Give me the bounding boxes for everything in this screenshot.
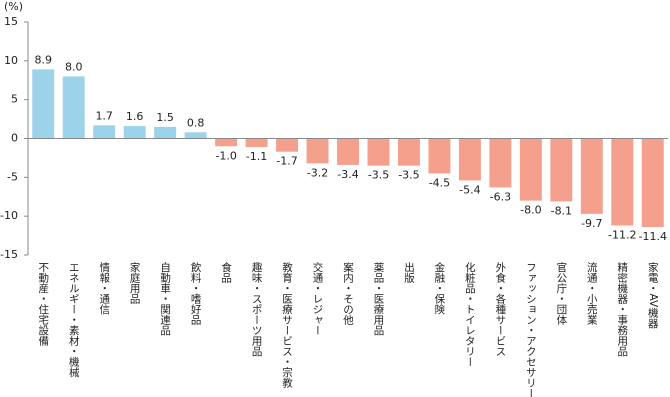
y-tick-label: 5 [11, 93, 18, 106]
value-label: -9.7 [581, 217, 602, 230]
value-label: -4.5 [429, 176, 450, 189]
value-label: 1.6 [126, 110, 144, 123]
value-label: -6.3 [490, 190, 511, 203]
bar [306, 138, 329, 164]
x-tick-label: 出版 [403, 261, 415, 284]
bar [367, 138, 390, 166]
value-label: -8.1 [551, 204, 572, 217]
bar [93, 125, 116, 139]
value-label: -8.0 [520, 204, 541, 217]
value-label: -3.5 [368, 169, 389, 182]
y-tick-label: 0 [11, 132, 18, 145]
x-tick-label: ファッション・アクセサリー [525, 262, 537, 397]
x-tick-label: エネルギー・素材・機械 [68, 262, 80, 378]
bar [276, 138, 299, 152]
x-tick-label: 飲料・嗜好品 [190, 261, 202, 326]
bar [337, 138, 359, 165]
x-tick-label: 情報・通信 [98, 261, 110, 315]
x-tick-label: 外食・各種サービス [494, 262, 506, 357]
value-label: -3.2 [307, 166, 328, 179]
value-label: -1.1 [246, 150, 267, 163]
value-label: -1.0 [215, 149, 236, 162]
bar [580, 138, 603, 214]
value-label: -5.4 [459, 183, 480, 196]
bar [245, 138, 268, 148]
value-label: -11.2 [608, 228, 636, 241]
bar [641, 138, 664, 228]
y-tick-label: -15 [0, 248, 18, 261]
y-axis-label: (%) [4, 0, 23, 13]
value-label: -11.4 [639, 230, 667, 243]
bar [550, 138, 573, 202]
value-label: -3.4 [337, 168, 358, 181]
value-label: 8.9 [34, 53, 52, 66]
x-tick-label: 交通・レジャー [312, 261, 324, 335]
x-tick-label: 化粧品・トイレタリー [464, 261, 476, 367]
value-label: 1.7 [95, 109, 113, 122]
bar [611, 138, 634, 226]
bar [154, 126, 177, 139]
bar [489, 138, 512, 188]
value-label: 8.0 [65, 60, 83, 73]
value-label: 1.5 [156, 111, 174, 124]
x-tick-label: 流通・小売業 [586, 261, 598, 326]
x-tick-label: 自動車・関連品 [159, 261, 171, 336]
x-tick-label: 官公庁・団体 [555, 261, 567, 326]
value-label: -1.7 [276, 155, 297, 168]
x-tick-label: 家電・AV機器 [647, 261, 659, 329]
y-tick-label: 10 [4, 54, 18, 67]
y-tick-label: 15 [4, 15, 18, 28]
bar [184, 132, 207, 139]
y-tick-label: -10 [0, 209, 18, 222]
x-tick-label: 趣味・スポーツ用品 [251, 261, 263, 357]
x-tick-label: 精密機器・事務用品 [616, 261, 628, 357]
value-label: -3.5 [398, 169, 419, 182]
bar [428, 138, 451, 174]
x-tick-label: 案内・その他 [342, 261, 354, 326]
value-label: 0.8 [187, 116, 205, 129]
x-tick-label: 家庭用品 [129, 261, 141, 305]
x-tick-label: 不動産・住宅設備 [37, 262, 49, 347]
bar [458, 138, 481, 181]
bar [123, 126, 146, 139]
bar [62, 76, 85, 139]
x-tick-label: 金融・保険 [433, 261, 445, 315]
x-tick-label: 薬品・医療用品 [372, 262, 384, 336]
x-tick-label: 教育・医療サービス・宗教 [281, 261, 293, 389]
bar [215, 138, 238, 147]
y-tick-label: -5 [7, 170, 18, 183]
x-tick-label: 食品 [220, 261, 232, 284]
bar [32, 69, 55, 139]
bar [519, 138, 542, 201]
bar [397, 138, 420, 166]
